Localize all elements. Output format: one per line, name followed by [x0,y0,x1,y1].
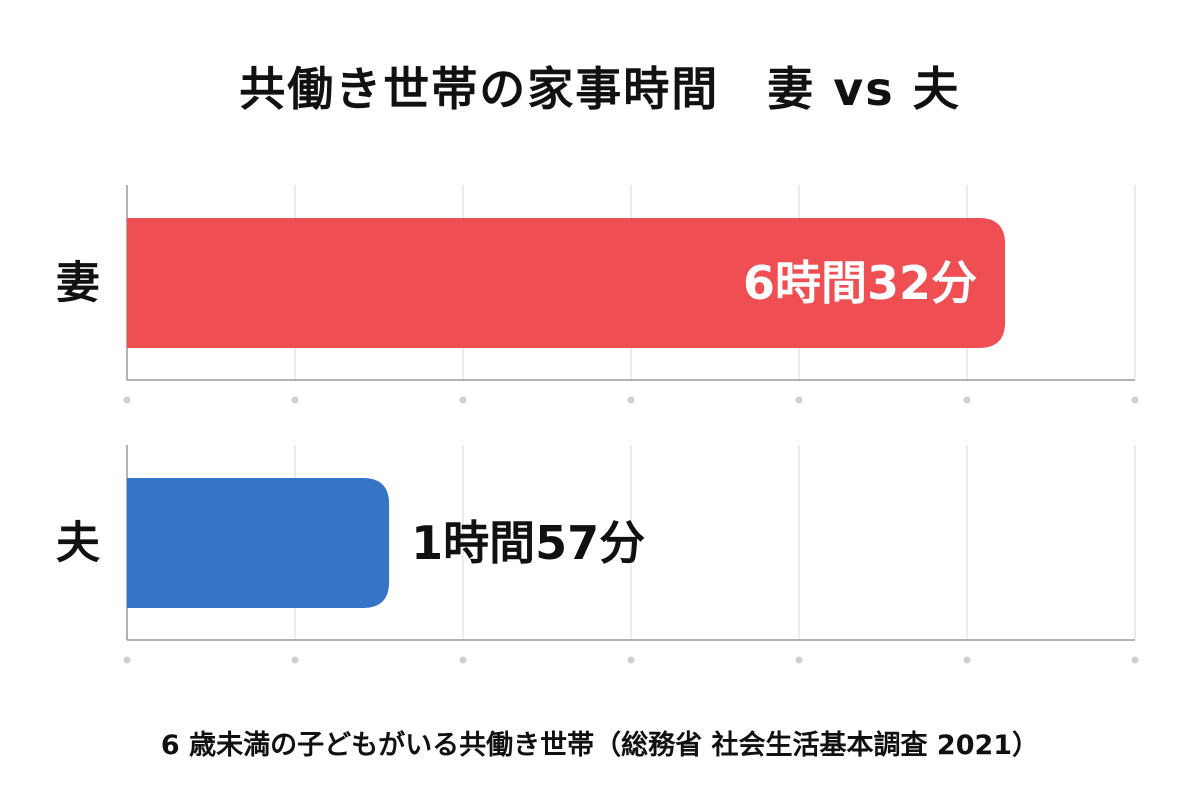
bar-husband [127,478,390,608]
chart-title: 共働き世帯の家事時間 妻 vs 夫 [239,62,961,116]
axis-tick-dot [795,656,803,664]
category-label-wife: 妻 [56,258,100,309]
axis-tick-dot [963,396,971,404]
bar-wife [127,218,1006,348]
axis-tick-dot [123,656,131,664]
category-label-husband: 夫 [56,518,101,569]
axis-tick-dot [1131,396,1139,404]
axis-tick-dot [795,396,803,404]
axis-tick-dot [459,396,467,404]
axis-tick-dot [123,396,131,404]
data-label-husband: 1時間57分 [411,516,645,570]
axis-tick-dot [291,396,299,404]
data-label-wife: 6時間32分 [743,256,977,310]
axis-tick-dot [627,396,635,404]
axis-tick-dot [459,656,467,664]
axis-tick-dot [627,656,635,664]
axis-tick-dot [963,656,971,664]
chart-footnote: 6 歳未満の子どもがいる共働き世帯（総務省 社会生活基本調査 2021） [160,730,1040,761]
axis-tick-dot [1131,656,1139,664]
axis-tick-dot [291,656,299,664]
